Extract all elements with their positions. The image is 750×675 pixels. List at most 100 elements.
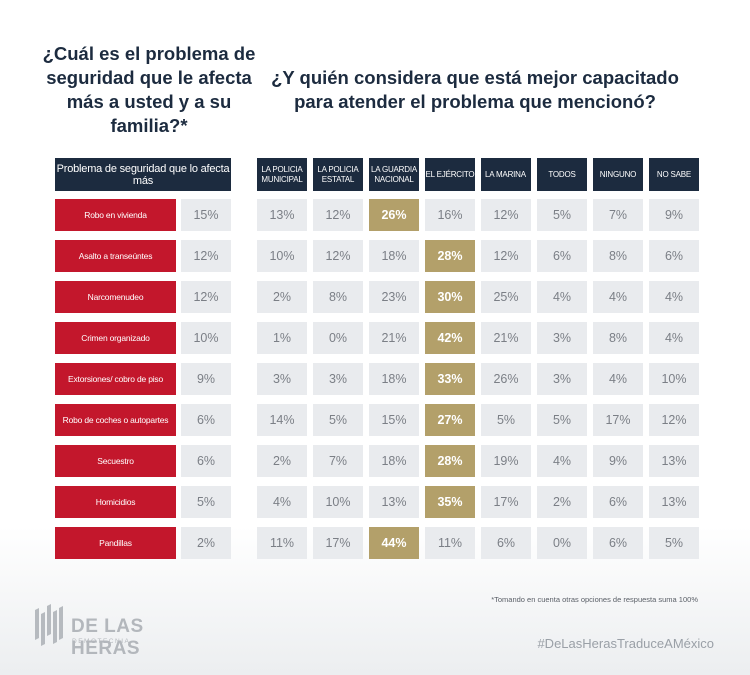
value-cell: 12% [481, 199, 531, 231]
value-cell: 16% [425, 199, 475, 231]
highlighted-value-cell: 35% [425, 486, 475, 518]
value-cell: 9% [593, 445, 643, 477]
value-cell: 19% [481, 445, 531, 477]
value-cell: 10% [257, 240, 307, 272]
column-header-7: NINGUNO [593, 158, 643, 191]
problem-column-header: Problema de seguridad que lo afecta más [55, 158, 231, 191]
value-cell: 4% [537, 445, 587, 477]
value-cell: 17% [313, 527, 363, 559]
value-cell: 3% [313, 363, 363, 395]
value-cell: 4% [649, 322, 699, 354]
value-cell: 12% [649, 404, 699, 436]
row-label: Asalto a transeúntes [55, 240, 176, 272]
value-cell: 7% [313, 445, 363, 477]
row-label: Crimen organizado [55, 322, 176, 354]
problem-share-cell: 12% [181, 240, 231, 272]
column-header-2: LA POLICIA ESTATAL [313, 158, 363, 191]
value-cell: 23% [369, 281, 419, 313]
highlighted-value-cell: 44% [369, 527, 419, 559]
value-cell: 4% [593, 363, 643, 395]
value-cell: 12% [313, 240, 363, 272]
column-header-8: NO SABE [649, 158, 699, 191]
question-right: ¿Y quién considera que está mejor capaci… [271, 67, 679, 112]
value-cell: 13% [649, 445, 699, 477]
problem-share-cell: 6% [181, 445, 231, 477]
value-cell: 0% [537, 527, 587, 559]
question-left: ¿Cuál es el problema de seguridad que le… [42, 43, 256, 136]
value-cell: 4% [593, 281, 643, 313]
footnote: *Tomando en cuenta otras opciones de res… [491, 595, 698, 604]
row-label: Extorsiones/ cobro de piso [55, 363, 176, 395]
value-cell: 17% [481, 486, 531, 518]
value-cell: 3% [537, 322, 587, 354]
highlighted-value-cell: 28% [425, 240, 475, 272]
value-cell: 21% [369, 322, 419, 354]
value-cell: 2% [257, 281, 307, 313]
highlighted-value-cell: 33% [425, 363, 475, 395]
value-cell: 18% [369, 445, 419, 477]
problem-share-cell: 15% [181, 199, 231, 231]
value-cell: 6% [593, 486, 643, 518]
value-cell: 17% [593, 404, 643, 436]
brand-name: DE LAS HERAS [71, 616, 144, 659]
hashtag: #DeLasHerasTraduceAMéxico [537, 636, 714, 651]
value-cell: 18% [369, 240, 419, 272]
highlighted-value-cell: 28% [425, 445, 475, 477]
value-cell: 7% [593, 199, 643, 231]
value-cell: 10% [649, 363, 699, 395]
row-label: Homicidios [55, 486, 176, 518]
brand-mark-icon [35, 604, 63, 646]
row-label: Pandillas [55, 527, 176, 559]
highlighted-value-cell: 27% [425, 404, 475, 436]
value-cell: 8% [593, 322, 643, 354]
problem-share-cell: 5% [181, 486, 231, 518]
value-cell: 6% [649, 240, 699, 272]
value-cell: 5% [313, 404, 363, 436]
row-label: Robo de coches o autopartes [55, 404, 176, 436]
value-cell: 4% [649, 281, 699, 313]
value-cell: 8% [593, 240, 643, 272]
brand-logo: DE LAS HERAS DEMOTECNIA [33, 604, 208, 659]
value-cell: 21% [481, 322, 531, 354]
value-cell: 3% [257, 363, 307, 395]
value-cell: 3% [537, 363, 587, 395]
value-cell: 9% [649, 199, 699, 231]
row-label: Robo en vivienda [55, 199, 176, 231]
value-cell: 5% [481, 404, 531, 436]
value-cell: 5% [649, 527, 699, 559]
value-cell: 6% [481, 527, 531, 559]
value-cell: 13% [257, 199, 307, 231]
highlighted-value-cell: 30% [425, 281, 475, 313]
value-cell: 10% [313, 486, 363, 518]
problem-share-cell: 9% [181, 363, 231, 395]
value-cell: 18% [369, 363, 419, 395]
value-cell: 14% [257, 404, 307, 436]
value-cell: 4% [537, 281, 587, 313]
column-header-5: LA MARINA [481, 158, 531, 191]
value-cell: 13% [649, 486, 699, 518]
column-header-6: TODOS [537, 158, 587, 191]
value-cell: 13% [369, 486, 419, 518]
value-cell: 15% [369, 404, 419, 436]
value-cell: 6% [593, 527, 643, 559]
brand-subtitle: DEMOTECNIA [72, 638, 131, 645]
value-cell: 6% [537, 240, 587, 272]
column-header-4: EL EJÉRCITO [425, 158, 475, 191]
value-cell: 2% [537, 486, 587, 518]
value-cell: 4% [257, 486, 307, 518]
column-header-3: LA GUARDIA NACIONAL [369, 158, 419, 191]
value-cell: 5% [537, 199, 587, 231]
row-label: Secuestro [55, 445, 176, 477]
problem-share-cell: 2% [181, 527, 231, 559]
value-cell: 11% [257, 527, 307, 559]
value-cell: 2% [257, 445, 307, 477]
value-cell: 25% [481, 281, 531, 313]
problem-share-cell: 6% [181, 404, 231, 436]
problem-share-cell: 12% [181, 281, 231, 313]
value-cell: 8% [313, 281, 363, 313]
value-cell: 26% [481, 363, 531, 395]
value-cell: 11% [425, 527, 475, 559]
value-cell: 1% [257, 322, 307, 354]
value-cell: 5% [537, 404, 587, 436]
problem-share-cell: 10% [181, 322, 231, 354]
